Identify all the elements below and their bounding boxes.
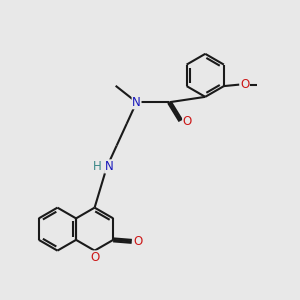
Text: O: O <box>91 251 100 264</box>
Text: N: N <box>132 96 141 109</box>
Text: N: N <box>105 160 113 173</box>
Text: O: O <box>240 78 249 91</box>
Text: O: O <box>183 115 192 128</box>
Text: O: O <box>133 235 142 248</box>
Text: H: H <box>93 160 102 173</box>
